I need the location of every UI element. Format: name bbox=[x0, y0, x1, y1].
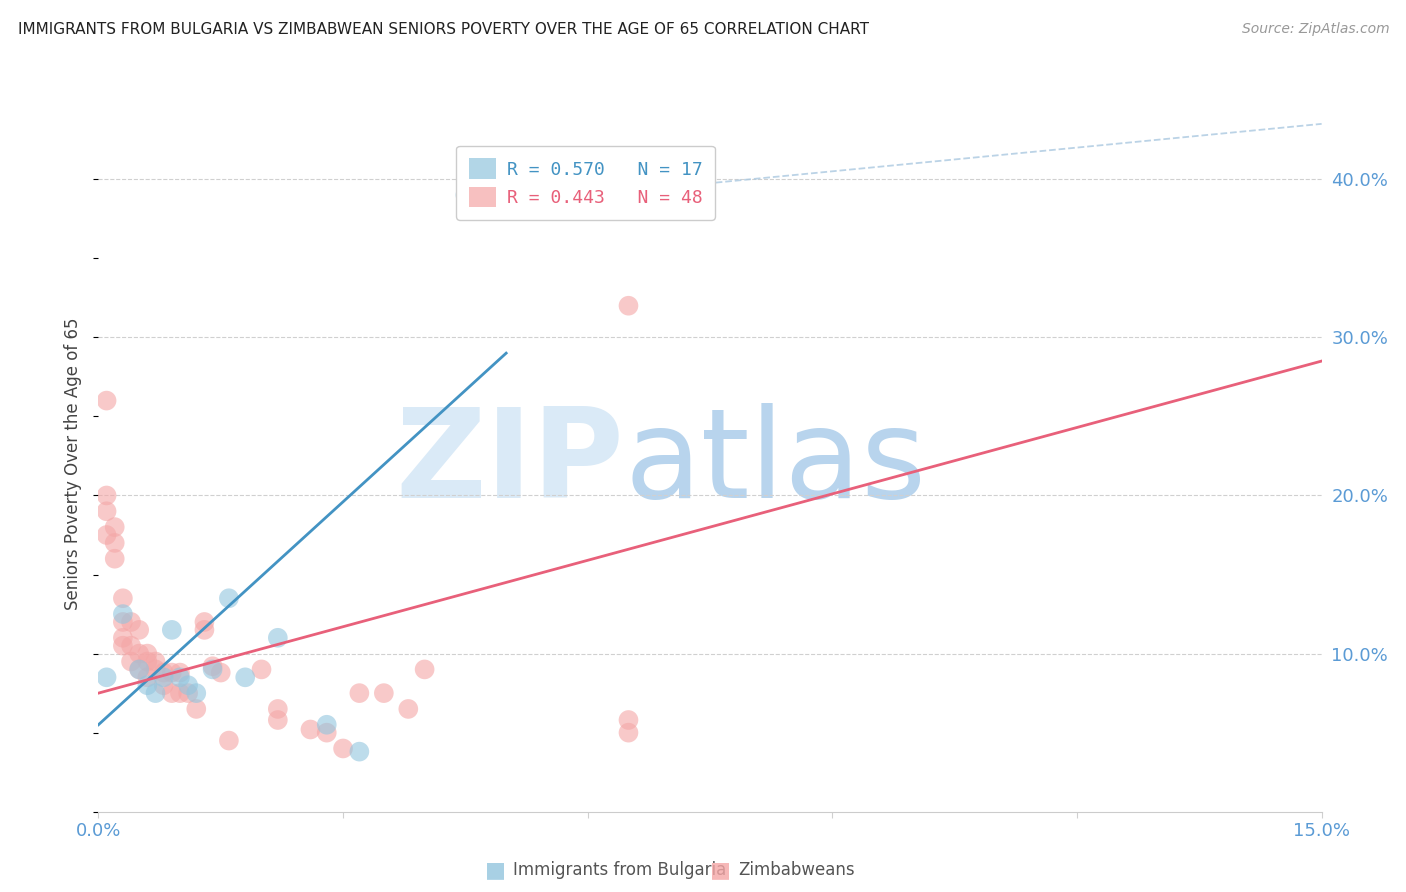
Point bbox=[136, 670, 159, 684]
Legend: R = 0.570   N = 17, R = 0.443   N = 48: R = 0.570 N = 17, R = 0.443 N = 48 bbox=[456, 146, 716, 220]
Point bbox=[233, 670, 256, 684]
Point bbox=[145, 655, 167, 669]
Point bbox=[186, 702, 208, 716]
Point bbox=[152, 670, 174, 684]
Text: ZIP: ZIP bbox=[395, 403, 624, 524]
Point bbox=[349, 745, 371, 759]
Point bbox=[96, 670, 118, 684]
Point bbox=[104, 536, 127, 550]
Text: IMMIGRANTS FROM BULGARIA VS ZIMBABWEAN SENIORS POVERTY OVER THE AGE OF 65 CORREL: IMMIGRANTS FROM BULGARIA VS ZIMBABWEAN S… bbox=[18, 22, 869, 37]
Point bbox=[617, 299, 640, 313]
Point bbox=[332, 741, 354, 756]
Point bbox=[413, 662, 436, 676]
Point bbox=[145, 662, 167, 676]
Point bbox=[120, 639, 142, 653]
Text: Zimbabweans: Zimbabweans bbox=[738, 861, 855, 879]
Point bbox=[349, 686, 371, 700]
Point bbox=[186, 686, 208, 700]
Text: Source: ZipAtlas.com: Source: ZipAtlas.com bbox=[1241, 22, 1389, 37]
Point bbox=[128, 647, 150, 661]
Point bbox=[250, 662, 273, 676]
Point bbox=[111, 639, 134, 653]
Point bbox=[136, 678, 159, 692]
Point bbox=[160, 623, 183, 637]
Point bbox=[193, 615, 215, 629]
Point bbox=[160, 665, 183, 680]
Point bbox=[373, 686, 395, 700]
Point bbox=[120, 615, 142, 629]
Point bbox=[96, 528, 118, 542]
Point bbox=[169, 686, 191, 700]
Point bbox=[218, 733, 240, 747]
Point bbox=[120, 655, 142, 669]
Text: atlas: atlas bbox=[624, 403, 927, 524]
Point bbox=[177, 678, 200, 692]
Point bbox=[152, 665, 174, 680]
Point bbox=[315, 725, 337, 739]
Point bbox=[96, 488, 118, 502]
Point bbox=[169, 665, 191, 680]
Point bbox=[299, 723, 322, 737]
Point bbox=[209, 665, 232, 680]
Point bbox=[111, 615, 134, 629]
Point bbox=[96, 393, 118, 408]
Text: ■: ■ bbox=[710, 860, 731, 880]
Point bbox=[128, 662, 150, 676]
Point bbox=[111, 631, 134, 645]
Point bbox=[267, 631, 290, 645]
Point bbox=[454, 188, 477, 202]
Point bbox=[128, 662, 150, 676]
Point bbox=[96, 504, 118, 518]
Y-axis label: Seniors Poverty Over the Age of 65: Seniors Poverty Over the Age of 65 bbox=[65, 318, 83, 610]
Point bbox=[177, 686, 200, 700]
Point bbox=[617, 725, 640, 739]
Point bbox=[193, 623, 215, 637]
Point bbox=[267, 713, 290, 727]
Point bbox=[104, 520, 127, 534]
Point bbox=[169, 670, 191, 684]
Point bbox=[136, 647, 159, 661]
Point bbox=[111, 607, 134, 621]
Point bbox=[145, 686, 167, 700]
Point bbox=[218, 591, 240, 606]
Point bbox=[396, 702, 419, 716]
Point bbox=[201, 662, 224, 676]
Point bbox=[136, 655, 159, 669]
Text: ■: ■ bbox=[485, 860, 506, 880]
Point bbox=[111, 591, 134, 606]
Point bbox=[315, 717, 337, 731]
Point bbox=[152, 678, 174, 692]
Point bbox=[201, 659, 224, 673]
Point bbox=[160, 686, 183, 700]
Point bbox=[267, 702, 290, 716]
Point bbox=[617, 713, 640, 727]
Text: Immigrants from Bulgaria: Immigrants from Bulgaria bbox=[513, 861, 727, 879]
Point bbox=[104, 551, 127, 566]
Point bbox=[128, 623, 150, 637]
